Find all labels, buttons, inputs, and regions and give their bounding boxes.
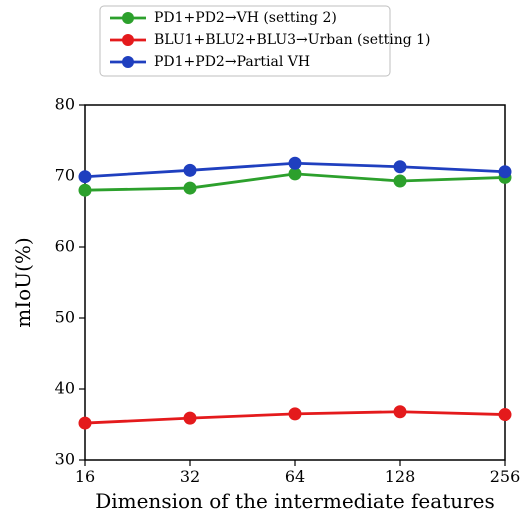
y-tick-label: 80 (55, 95, 75, 114)
series-marker (394, 406, 406, 418)
series-marker (184, 164, 196, 176)
series-marker (79, 417, 91, 429)
series-marker (394, 161, 406, 173)
x-tick-label: 128 (385, 467, 416, 486)
y-tick-label: 30 (55, 450, 75, 469)
line-chart: 30 40 50 60 70 80 16 32 64 128 256 Dimension of the… (0, 0, 532, 514)
series-marker (79, 184, 91, 196)
chart-container: 30 40 50 60 70 80 16 32 64 128 256 Dimension of the… (0, 0, 532, 514)
y-axis-label: mIoU(%) (11, 237, 35, 327)
chart-bg (0, 0, 532, 514)
x-tick-label: 64 (285, 467, 305, 486)
y-tick-label: 40 (55, 379, 75, 398)
series-marker (184, 412, 196, 424)
x-tick-label: 16 (75, 467, 95, 486)
series-marker (499, 409, 511, 421)
x-axis-label: Dimension of the intermediate features (95, 489, 495, 513)
legend-label: PD1+PD2→VH (setting 2) (154, 10, 337, 26)
series-marker (394, 175, 406, 187)
legend-marker (122, 56, 134, 68)
series-marker (499, 166, 511, 178)
series-marker (289, 157, 301, 169)
series-marker (289, 408, 301, 420)
series-marker (184, 182, 196, 194)
y-tick-label: 70 (55, 166, 75, 185)
legend-label: PD1+PD2→Partial VH (154, 54, 310, 70)
x-tick-label: 256 (490, 467, 521, 486)
legend-label: BLU1+BLU2+BLU3→Urban (setting 1) (154, 32, 431, 48)
legend-marker (122, 12, 134, 24)
y-tick-label: 50 (55, 308, 75, 327)
y-tick-label: 60 (55, 237, 75, 256)
x-tick-label: 32 (180, 467, 200, 486)
series-marker (79, 171, 91, 183)
legend-marker (122, 34, 134, 46)
